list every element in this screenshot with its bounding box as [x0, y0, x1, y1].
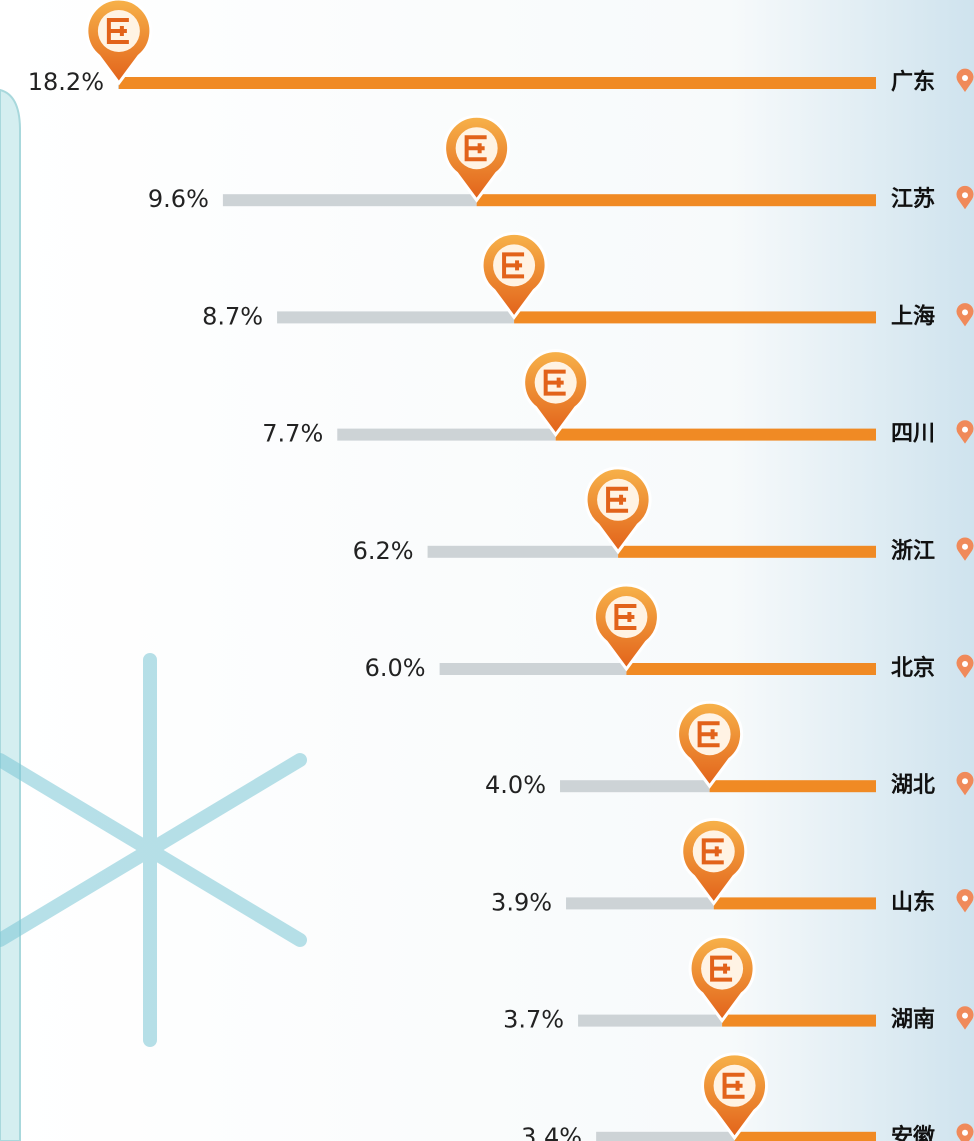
- category-label: 安徽: [891, 1124, 936, 1141]
- bar: [626, 663, 876, 675]
- bar: [710, 780, 876, 792]
- bar: [514, 311, 876, 323]
- bar: [477, 194, 876, 206]
- category-label: 上海: [891, 303, 935, 329]
- bar-track: [440, 663, 627, 675]
- location-dot: [962, 75, 968, 81]
- chart: 18.2% 广东 9.6% 江苏 8.7% 上海 7.7% 四川 6.2% 浙江 6.0% 北京 4.0…: [0, 0, 974, 1141]
- bar: [618, 546, 876, 558]
- value-label: 3.4%: [521, 1123, 582, 1141]
- value-label: 18.2%: [28, 68, 104, 96]
- value-label: 3.7%: [503, 1006, 564, 1034]
- bar-track: [560, 780, 710, 792]
- page: {"chart_data": {"type": "bar", "orientat…: [0, 0, 974, 1141]
- bar-track: [337, 429, 555, 441]
- value-label: 3.9%: [491, 888, 552, 916]
- location-dot: [962, 661, 968, 667]
- category-label: 广东: [891, 69, 935, 95]
- bar: [722, 1015, 876, 1027]
- bar: [714, 897, 876, 909]
- category-label: 湖南: [891, 1008, 935, 1033]
- value-label: 9.6%: [148, 185, 209, 213]
- value-label: 7.7%: [262, 420, 323, 448]
- bar-track: [428, 546, 618, 558]
- value-label: 8.7%: [202, 302, 263, 330]
- value-label: 6.2%: [353, 537, 414, 565]
- location-dot: [962, 778, 968, 784]
- category-label: 四川: [891, 422, 935, 447]
- category-label: 湖北: [891, 773, 935, 798]
- location-dot: [962, 427, 968, 433]
- category-label: 江苏: [891, 186, 935, 212]
- category-label: 北京: [891, 655, 935, 681]
- value-label: 4.0%: [485, 771, 546, 799]
- bar-track: [578, 1015, 722, 1027]
- side-panel: [0, 90, 20, 1141]
- bar-track: [277, 311, 514, 323]
- location-dot: [962, 309, 968, 315]
- category-label: 浙江: [891, 539, 935, 564]
- bar-track: [223, 194, 477, 206]
- location-dot: [962, 895, 968, 901]
- location-dot: [962, 1013, 968, 1019]
- location-dot: [962, 192, 968, 198]
- bar: [119, 77, 876, 89]
- value-label: 6.0%: [365, 654, 426, 682]
- location-dot: [962, 1130, 968, 1136]
- category-label: 山东: [891, 889, 935, 915]
- bar-track: [596, 1132, 734, 1141]
- bar-track: [566, 897, 714, 909]
- location-dot: [962, 544, 968, 550]
- bar: [556, 429, 876, 441]
- bar: [735, 1132, 876, 1141]
